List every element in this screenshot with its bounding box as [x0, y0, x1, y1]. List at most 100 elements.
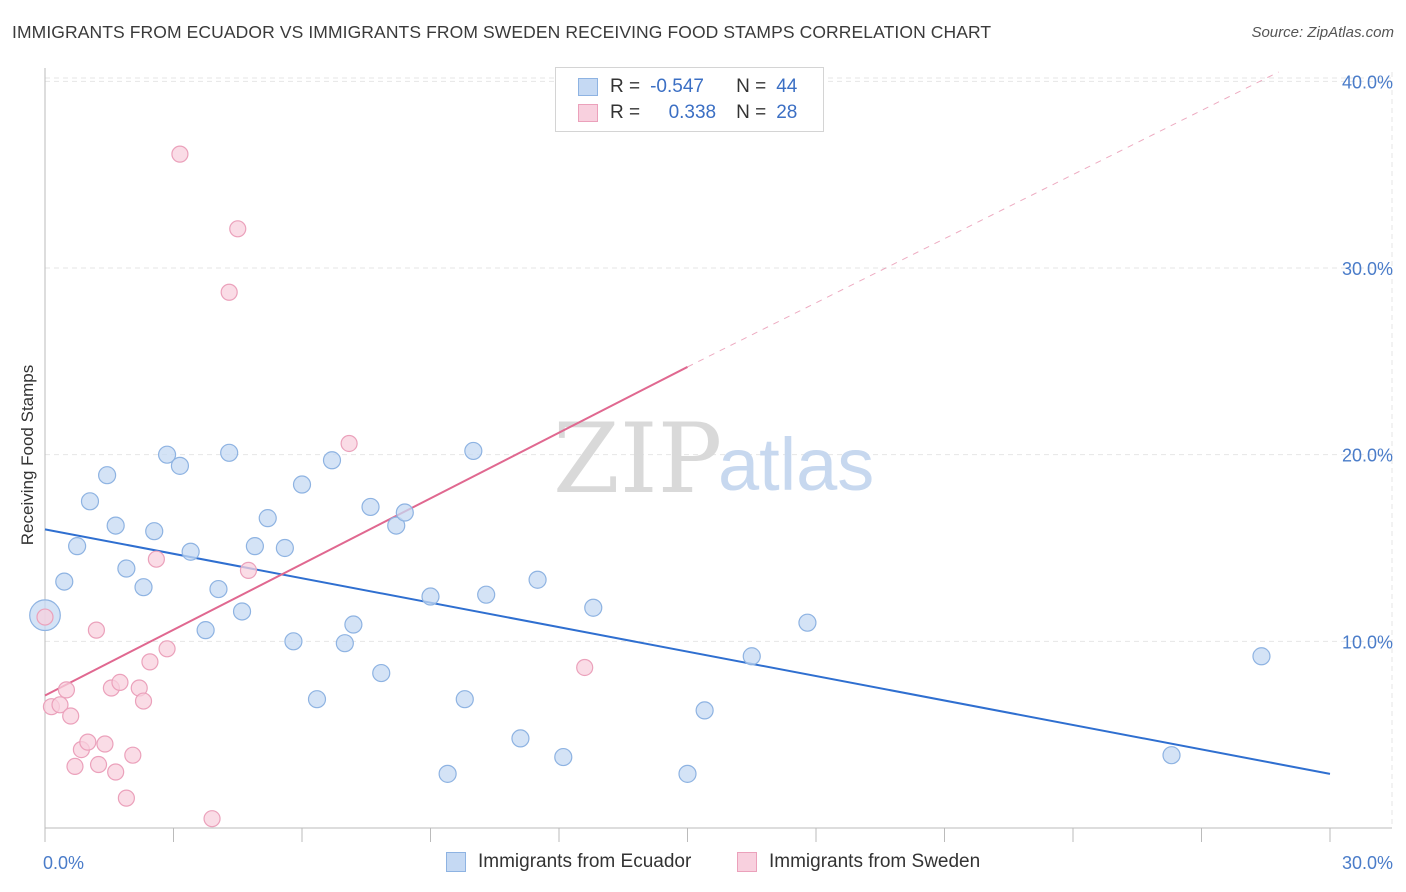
ecuador-point [464, 441, 483, 461]
sweden-swatch [578, 104, 598, 122]
series-legend: Immigrants from Ecuador Immigrants from … [0, 851, 1406, 879]
tick-labels: 10.0% 20.0% 30.0% 40.0% 0.0% 30.0% [43, 72, 1393, 873]
legend-row-ecuador: R = -0.547 N = 44 [578, 75, 797, 99]
y-tick-label: 30.0% [1342, 259, 1393, 279]
watermark-zip: ZIP [553, 403, 722, 515]
ecuador-point [134, 578, 153, 597]
sweden-point [89, 755, 108, 774]
sweden-point [66, 757, 84, 776]
ecuador-point [554, 747, 573, 767]
ecuador-point [292, 475, 312, 494]
correlation-legend: R = -0.547 N = 44 R = 0.338 N = 28 [555, 67, 824, 132]
y-tick-label: 10.0% [1342, 632, 1393, 652]
ecuador-point [678, 764, 697, 783]
ecuador-point [798, 613, 817, 632]
ecuador-point [157, 445, 177, 464]
x-tick-label: 0.0% [43, 853, 84, 873]
sweden-point [141, 653, 159, 671]
r-label: R = [610, 102, 641, 123]
ecuador-point [528, 570, 547, 589]
ecuador-point [322, 451, 342, 470]
sweden-point [36, 608, 54, 626]
sweden-point [171, 145, 189, 163]
gridlines [45, 72, 1393, 828]
r-label: R = [610, 76, 641, 97]
sweden-point [340, 434, 358, 453]
sweden-point [51, 696, 69, 714]
ecuador-point [438, 764, 457, 783]
sweden-legend-swatch [737, 852, 757, 872]
sweden-point [87, 621, 106, 639]
ecuador-point [742, 647, 761, 666]
ecuador-point [421, 587, 440, 606]
ecuador-point [245, 537, 264, 556]
sweden-point [147, 550, 165, 568]
ecuador-point [106, 516, 125, 535]
y-tick-label: 20.0% [1342, 446, 1393, 466]
sweden-point [62, 707, 80, 725]
ecuador-point [258, 509, 277, 528]
sweden-point [57, 681, 76, 699]
x-tick-label: 30.0% [1342, 853, 1393, 873]
ecuador-point [372, 663, 391, 683]
legend-item-ecuador[interactable]: Immigrants from Ecuador [446, 851, 691, 873]
ecuador-point [395, 503, 414, 522]
trend-lines [44, 71, 1331, 775]
ecuador-legend-swatch [446, 852, 466, 872]
trend-line-sweden-extension [687, 71, 1279, 368]
ecuador-point [1252, 647, 1271, 666]
legend-row-sweden: R = 0.338 N = 28 [578, 101, 797, 125]
ecuador-point [455, 690, 474, 709]
ecuador-point [145, 522, 164, 541]
n-value-sweden: 28 [776, 102, 798, 123]
ecuador-point [361, 497, 380, 517]
data-points [29, 145, 1271, 828]
n-label: N = [736, 102, 767, 123]
r-value-sweden: 0.338 [668, 102, 717, 123]
ecuador-swatch [578, 78, 598, 96]
ecuador-point [307, 690, 327, 709]
r-value-ecuador: -0.547 [650, 76, 704, 97]
ecuador-point [584, 598, 603, 617]
ecuador-point [209, 579, 228, 599]
ecuador-point [196, 621, 215, 640]
ecuador-point [335, 634, 354, 653]
ecuador-point [55, 572, 74, 591]
ecuador-point [98, 466, 117, 485]
ecuador-point [181, 542, 200, 561]
ecuador-point [511, 729, 530, 748]
chart-title: IMMIGRANTS FROM ECUADOR VS IMMIGRANTS FR… [12, 22, 992, 42]
ecuador-point [170, 456, 190, 475]
sweden-point [158, 640, 176, 658]
ecuador-point [284, 632, 303, 651]
y-tick-label: 40.0% [1342, 72, 1393, 92]
sweden-point [203, 810, 221, 828]
ecuador-point [68, 537, 87, 556]
trend-line-ecuador [44, 528, 1331, 775]
sweden-point [96, 735, 114, 753]
sweden-point [124, 746, 142, 764]
n-value-ecuador: 44 [776, 76, 798, 97]
sweden-point [134, 692, 153, 710]
sweden-point [117, 789, 135, 807]
ecuador-point [1162, 746, 1181, 765]
sweden-point [79, 733, 97, 751]
legend-item-sweden[interactable]: Immigrants from Sweden [737, 851, 980, 873]
n-label: N = [736, 76, 767, 97]
sweden-point [220, 283, 238, 301]
sweden-point [107, 763, 125, 781]
sweden-point [229, 220, 247, 238]
watermark-atlas: atlas [718, 423, 874, 506]
ecuador-point [275, 538, 294, 558]
legend-label-ecuador: Immigrants from Ecuador [478, 851, 692, 872]
ecuador-point [117, 559, 136, 578]
ecuador-point [80, 492, 100, 511]
sweden-point [576, 658, 594, 677]
ecuador-point [220, 443, 239, 462]
sweden-point [111, 673, 129, 692]
trend-line-sweden [44, 366, 688, 697]
source-credit: Source: ZipAtlas.com [1251, 24, 1394, 41]
legend-label-sweden: Immigrants from Sweden [769, 851, 981, 872]
ecuador-point [344, 615, 363, 634]
